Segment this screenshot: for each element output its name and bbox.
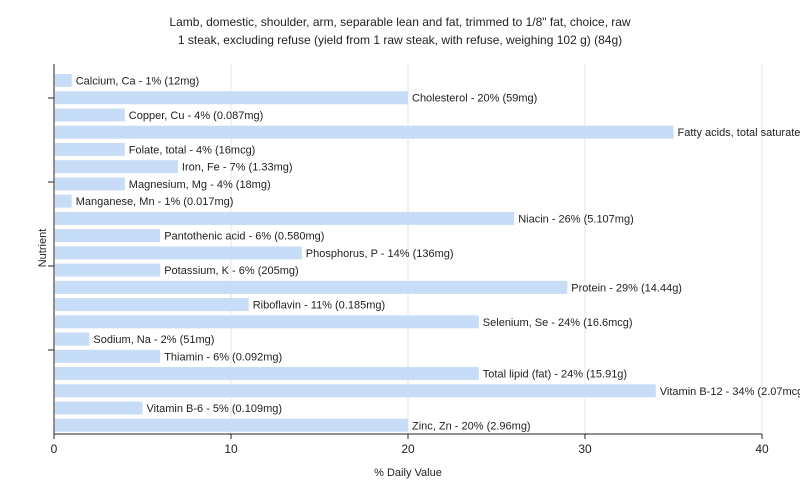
x-tick-label-3: 30 — [578, 442, 592, 456]
x-axis-label: % Daily Value — [374, 467, 442, 479]
bar-9 — [55, 229, 161, 243]
bar-5 — [55, 160, 178, 174]
bar-1 — [55, 91, 408, 105]
bar-label-2: Copper, Cu - 4% (0.087mg) — [129, 110, 264, 122]
x-tick-label-4: 40 — [755, 442, 769, 456]
bar-label-4: Folate, total - 4% (16mcg) — [129, 144, 256, 156]
bar-label-19: Vitamin B-6 - 5% (0.109mg) — [147, 403, 283, 415]
bar-18 — [55, 384, 656, 398]
bars: Calcium, Ca - 1% (12mg) Cholesterol - 20%… — [55, 74, 800, 432]
bar-16 — [55, 349, 161, 363]
bar-8 — [55, 211, 515, 225]
chart-title: Lamb, domestic, shoulder, arm, separable… — [169, 15, 630, 29]
bar-11 — [55, 263, 161, 277]
bar-label-18: Vitamin B-12 - 34% (2.07mcg) — [660, 386, 800, 398]
bar-label-5: Iron, Fe - 7% (1.33mg) — [182, 162, 293, 174]
bar-label-7: Manganese, Mn - 1% (0.017mg) — [76, 196, 234, 208]
bar-10 — [55, 246, 302, 260]
bar-label-13: Riboflavin - 11% (0.185mg) — [253, 300, 385, 312]
bar-3 — [55, 125, 674, 139]
bar-label-10: Phosphorus, P - 14% (136mg) — [306, 248, 454, 260]
bar-12 — [55, 280, 568, 294]
bar-19 — [55, 401, 143, 415]
x-tick-label-2: 20 — [401, 442, 415, 456]
chart-subtitle: 1 steak, excluding refuse (yield from 1 … — [178, 33, 622, 47]
bar-label-11: Potassium, K - 6% (205mg) — [164, 265, 299, 277]
bar-label-1: Cholesterol - 20% (59mg) — [412, 93, 537, 105]
bar-label-20: Zinc, Zn - 20% (2.96mg) — [412, 420, 531, 432]
x-tick-label-0: 0 — [51, 442, 58, 456]
bar-0 — [55, 74, 72, 87]
bar-label-15: Sodium, Na - 2% (51mg) — [93, 334, 214, 346]
bar-label-12: Protein - 29% (14.44g) — [571, 282, 682, 294]
bar-2 — [55, 108, 125, 122]
bar-13 — [55, 298, 249, 312]
bar-label-9: Pantothenic acid - 6% (0.580mg) — [164, 231, 324, 243]
bar-20 — [55, 418, 408, 432]
bar-14 — [55, 315, 479, 329]
bar-6 — [55, 177, 125, 191]
bar-label-16: Thiamin - 6% (0.092mg) — [164, 351, 282, 363]
axes: 0 10 20 30 40 — [48, 64, 769, 456]
bar-label-14: Selenium, Se - 24% (16.6mcg) — [483, 317, 633, 329]
bar-17 — [55, 367, 479, 381]
bar-15 — [55, 332, 90, 346]
bar-label-8: Niacin - 26% (5.107mg) — [518, 213, 634, 225]
bar-label-3: Fatty acids, total saturated - 35% (6.92… — [678, 127, 800, 139]
bar-7 — [55, 194, 72, 208]
bar-4 — [55, 142, 125, 156]
bar-label-6: Magnesium, Mg - 4% (18mg) — [129, 179, 271, 191]
bar-label-0: Calcium, Ca - 1% (12mg) — [76, 76, 199, 88]
y-axis-label: Nutrient — [37, 229, 49, 268]
bar-label-17: Total lipid (fat) - 24% (15.91g) — [483, 369, 627, 381]
x-tick-label-1: 10 — [224, 442, 238, 456]
